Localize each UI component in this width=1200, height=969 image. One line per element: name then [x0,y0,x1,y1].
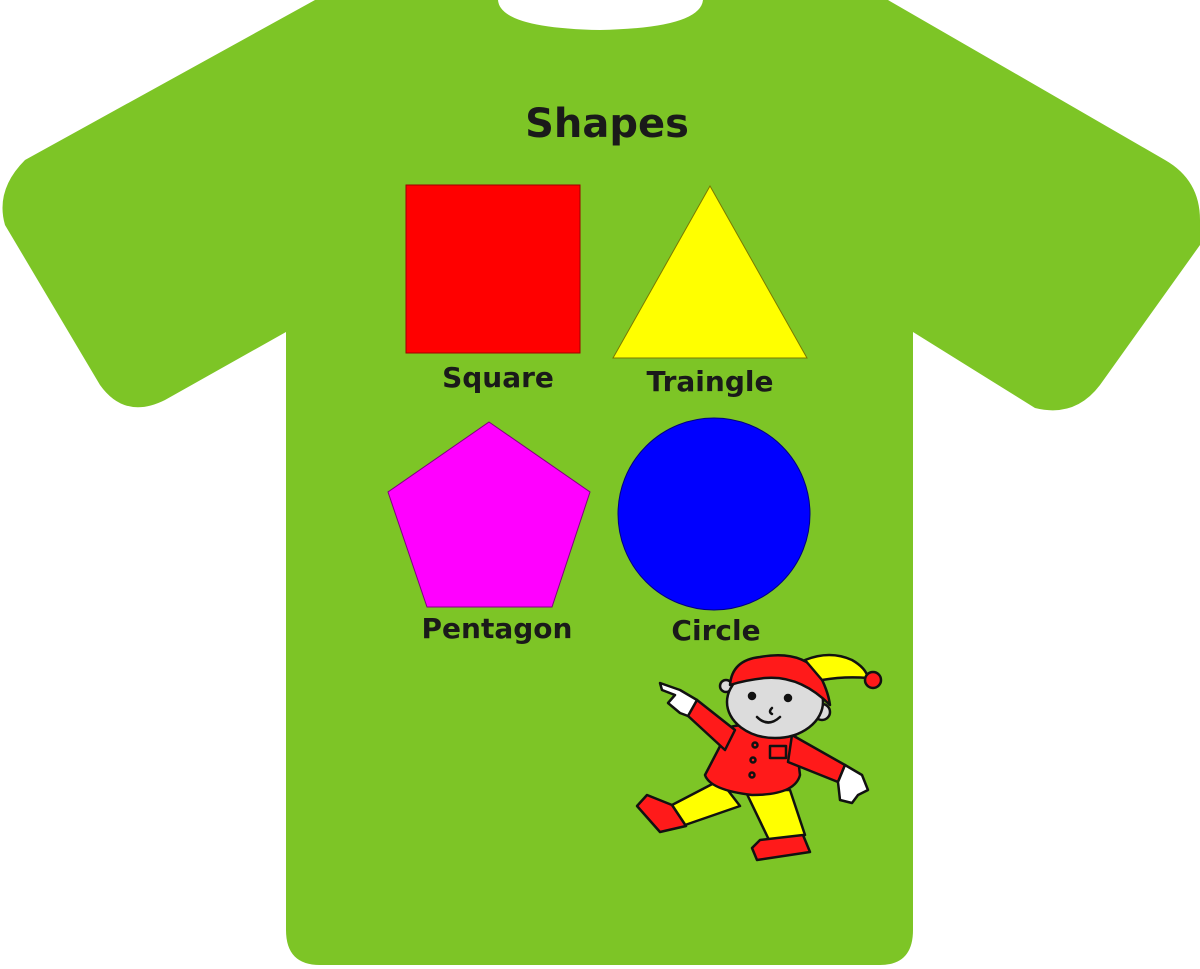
triangle-label: Traingle [646,365,774,398]
circle-shape [617,417,811,611]
pentagon-shape [387,421,591,608]
square-label: Square [442,361,554,394]
mascot-right-glove [836,763,870,805]
mascot-button [751,741,759,749]
mascot-left-shoe [635,793,688,834]
mascot-left-glove [658,681,699,718]
mascot-button [749,756,757,764]
square-shape [405,184,581,354]
mascot-mouth [755,715,782,724]
mascot-pocket [768,744,788,760]
pentagon-label: Pentagon [421,612,573,645]
mascot-hat-pompom [863,670,883,690]
mascot-nose [768,706,774,716]
mascot-hat-tip [803,653,870,682]
page-title: Shapes [525,101,689,147]
mascot-right-shoe [750,833,812,862]
mascot-button [748,771,756,779]
elf-boy-mascot [635,653,883,862]
circle-label: Circle [671,614,761,647]
mascot-hat [728,654,832,707]
mascot-right-eye [783,693,793,703]
mascot-left-eye [747,691,757,701]
triangle-shape [612,184,808,359]
